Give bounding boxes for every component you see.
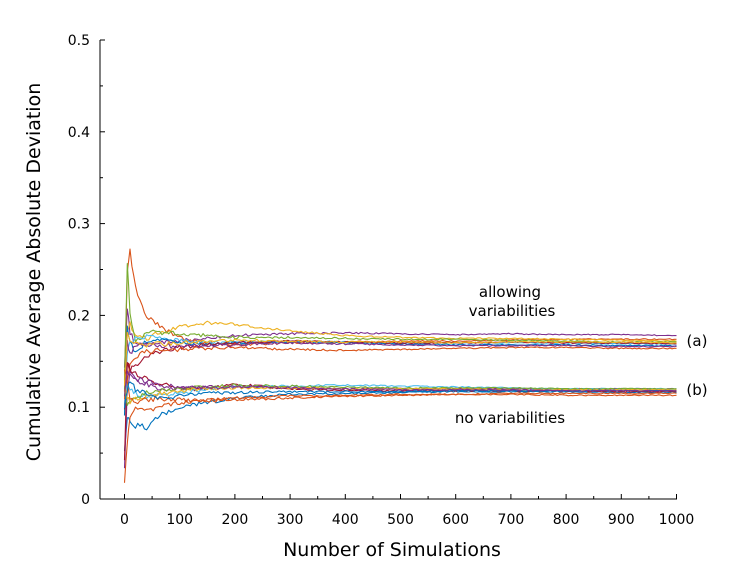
y-tick-label: 0.4 <box>68 125 90 141</box>
series-line-a-8 <box>123 345 677 400</box>
x-axis-title: Number of Simulations <box>283 539 501 561</box>
x-tick-label: 600 <box>442 512 469 528</box>
series-line-a-2 <box>123 248 677 392</box>
y-tick-label: 0.2 <box>68 308 90 324</box>
x-tick-label: 400 <box>332 512 359 528</box>
annotation-allowing: allowing <box>479 283 541 301</box>
series-line-a-1 <box>123 308 677 368</box>
axes: 0 100 200 300 400 500 600 700 800 900 1000 0 0.1 0.2… <box>68 33 695 528</box>
series-line-a-4 <box>123 262 677 381</box>
annotation-b: (b) <box>686 381 707 399</box>
x-tick-label: 1000 <box>659 512 695 528</box>
series-line-b-1 <box>123 390 677 452</box>
x-tick-label: 0 <box>120 512 129 528</box>
x-tick-label: 800 <box>553 512 580 528</box>
series-line-b-8 <box>123 369 677 405</box>
y-tick-label: 0.3 <box>68 217 90 233</box>
series-line-a-10 <box>123 331 677 386</box>
series-line-a-9 <box>123 339 677 389</box>
series-line-b-2 <box>123 393 677 483</box>
series-line-b-4 <box>123 362 677 461</box>
x-tick-label: 500 <box>387 512 414 528</box>
series-line-b-10 <box>123 370 677 397</box>
y-tick-label: 0.5 <box>68 33 90 49</box>
series-line-b-6 <box>123 383 677 406</box>
y-ticks: 0 0.1 0.2 0.3 0.4 0.5 <box>68 33 105 508</box>
x-tick-label: 700 <box>498 512 525 528</box>
y-axis-title: Cumulative Average Absolute Deviation <box>23 83 45 462</box>
x-tick-label: 100 <box>166 512 193 528</box>
plot-lines <box>123 248 677 483</box>
series-line-a-3 <box>123 320 677 398</box>
series-line-b-7 <box>123 380 677 405</box>
x-tick-label: 200 <box>222 512 249 528</box>
x-tick-label: 900 <box>608 512 635 528</box>
annotation-no-variabilities: no variabilities <box>455 409 565 427</box>
annotation-variabilities: variabilities <box>469 302 556 320</box>
x-ticks: 0 100 200 300 400 500 600 700 800 900 1000 <box>120 494 694 528</box>
x-tick-label: 300 <box>277 512 304 528</box>
annotation-a: (a) <box>687 332 708 350</box>
y-tick-label: 0 <box>81 492 90 508</box>
y-tick-label: 0.1 <box>68 400 90 416</box>
